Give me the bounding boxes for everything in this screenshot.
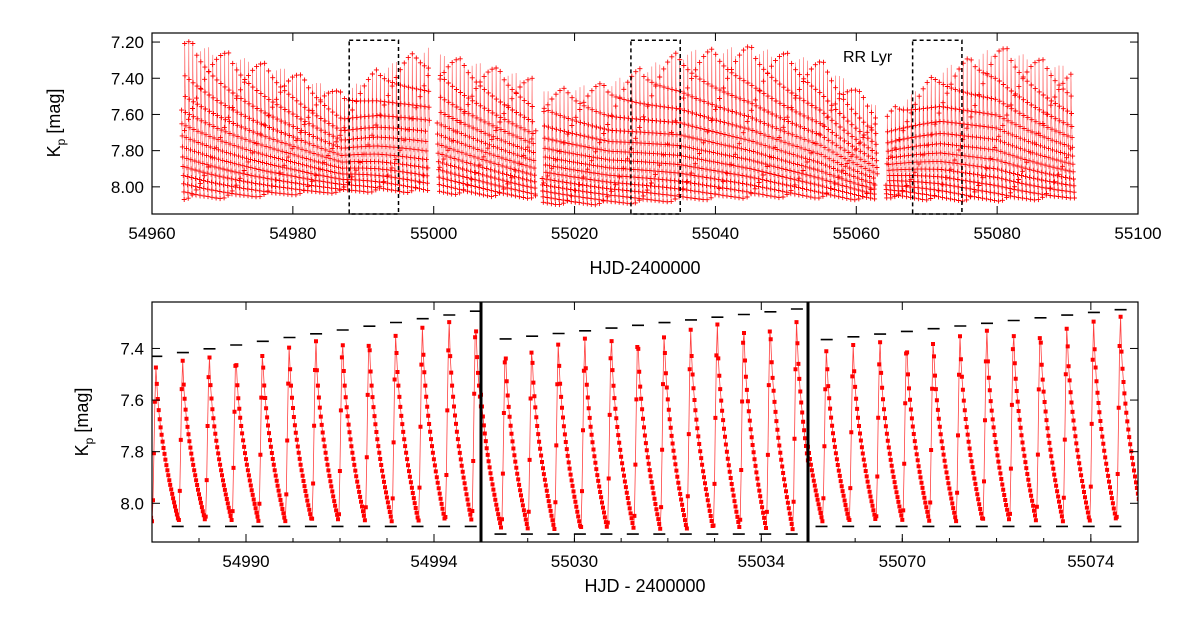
top-y-tick-label: 8.00 [111,178,144,197]
bottom-x-tick-label: 55074 [1067,552,1114,571]
zoom-panel-1 [481,308,808,535]
top-plus-markers [539,44,880,208]
top-x-tick-label: 55020 [551,224,598,243]
bottom-y-tick-label: 7.6 [120,391,144,410]
zoom-panel-0 [152,310,481,528]
top-segment-0 [179,39,432,202]
top-plus-markers [179,39,432,202]
zoom-square-markers [152,320,481,524]
bottom-x-axis-label: HJD - 2400000 [584,576,705,596]
top-y-tick-label: 7.60 [111,105,144,124]
zoom-square-markers [481,320,808,532]
zoom-curve-line [152,322,481,522]
bottom-y-tick-label: 7.8 [120,443,144,462]
top-x-tick-label: 55000 [410,224,457,243]
top-x-tick-label: 55040 [692,224,739,243]
top-x-tick-label: 55080 [974,224,1021,243]
top-x-tick-label: 54960 [128,224,175,243]
top-y-label-unit: [mag] [44,89,64,134]
top-x-tick-label: 55060 [833,224,880,243]
zoom-square-markers [808,314,1138,524]
bottom-y-axis-label: Kp [mag] [72,388,96,457]
top-y-tick-label: 7.20 [111,33,144,52]
bottom-y-label-main: K [72,444,92,456]
extrema-markers [494,308,803,535]
top-y-tick-label: 7.80 [111,142,144,161]
top-y-label-main: K [44,145,64,157]
top-x-tick-label: 55100 [1114,224,1161,243]
bottom-zoom-panels: 54990 54994 55030 55034 55070 55074 7.4 7.6 7.8 8… [72,301,1139,596]
top-x-tick-label: 54980 [269,224,316,243]
bottom-plot-frame [151,301,1139,543]
bottom-x-tick-label: 54994 [410,552,457,571]
top-data-points [179,39,1077,208]
top-annotation: RR Lyr [843,49,893,66]
top-segment-1 [434,54,539,201]
top-x-axis-label: HJD-2400000 [589,258,700,278]
top-plus-markers [434,56,539,201]
top-y-axis-label: Kp [mag] [44,89,68,158]
extrema-markers [815,308,1127,528]
bottom-data-points [152,308,1138,535]
top-segment-3 [883,46,1077,204]
extrema-markers [152,310,481,528]
bottom-x-tick-label: 55034 [738,552,785,571]
bottom-x-tick-label: 54990 [222,552,269,571]
top-plus-markers [883,46,1077,204]
top-segment-2 [539,44,880,208]
top-y-tick-label: 7.40 [111,69,144,88]
top-plot-frame [151,32,1139,215]
bottom-x-tick-label: 55070 [879,552,926,571]
bottom-axis-ticks: 54990 54994 55030 55034 55070 55074 7.4 7.6 7.8 8… [120,302,1139,571]
top-axis-ticks: 54960 54980 55000 55020 55040 55060 55080 55100… [111,33,1162,243]
bottom-x-tick-label: 55030 [551,552,598,571]
top-light-curve-panel: 54960 54980 55000 55020 55040 55060 55080 55100… [44,32,1162,278]
bottom-y-label-unit: [mag] [72,388,92,433]
bottom-y-label-sub: p [82,437,96,444]
top-y-label-sub: p [54,138,68,145]
bottom-y-tick-label: 7.4 [120,339,144,358]
zoom-panel-2 [808,308,1138,528]
bottom-y-tick-label: 8.0 [120,494,144,513]
